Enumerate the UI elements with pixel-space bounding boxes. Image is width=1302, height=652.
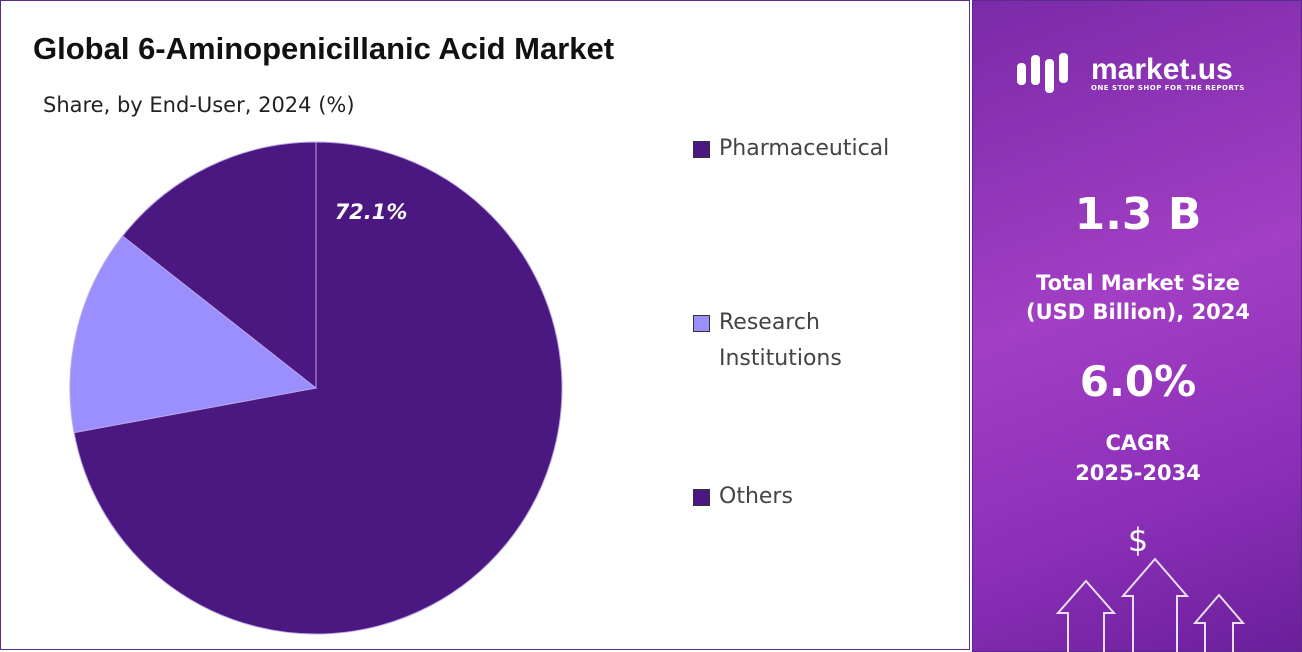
pie-slice (69, 235, 318, 434)
market-size-label: Total Market Size (USD Billion), 2024 (1025, 271, 1251, 324)
dollar-icon: $ (1127, 521, 1149, 559)
legend-item: Pharmaceutical (693, 131, 933, 167)
legend-label: Others (719, 484, 793, 509)
side-panel: market.us ONE STOP SHOP FOR THE REPORTS … (972, 0, 1302, 652)
pie-chart: 72.1% (69, 141, 563, 635)
market-size: 1.3 B (1074, 189, 1202, 240)
pie-slice (121, 141, 317, 390)
data-label: 72.1% (335, 200, 408, 224)
legend-item: Research Institutions (693, 305, 933, 377)
tagline: ONE STOP SHOP FOR THE REPORTS (1091, 84, 1245, 92)
legend-swatch (693, 489, 710, 506)
legend-swatch (693, 141, 710, 158)
legend-swatch (693, 315, 710, 332)
legend-label: Pharmaceutical (719, 136, 890, 161)
cagr-label: CAGR (1105, 431, 1171, 455)
legend-item: Others (693, 479, 933, 515)
cagr-value: 6.0% (1079, 357, 1197, 406)
chart-panel: Global 6-Aminopenicillanic Acid Market S… (0, 0, 970, 650)
brand: market.us (1091, 53, 1233, 86)
legend-label: Research Institutions (719, 310, 842, 371)
pie-slice (73, 141, 563, 635)
chart-subtitle: Share, by End-User, 2024 (%) (43, 93, 355, 117)
chart-title: Global 6-Aminopenicillanic Acid Market (33, 31, 615, 66)
cagr-period: 2025-2034 (1075, 461, 1201, 485)
decoration (1017, 53, 1246, 652)
